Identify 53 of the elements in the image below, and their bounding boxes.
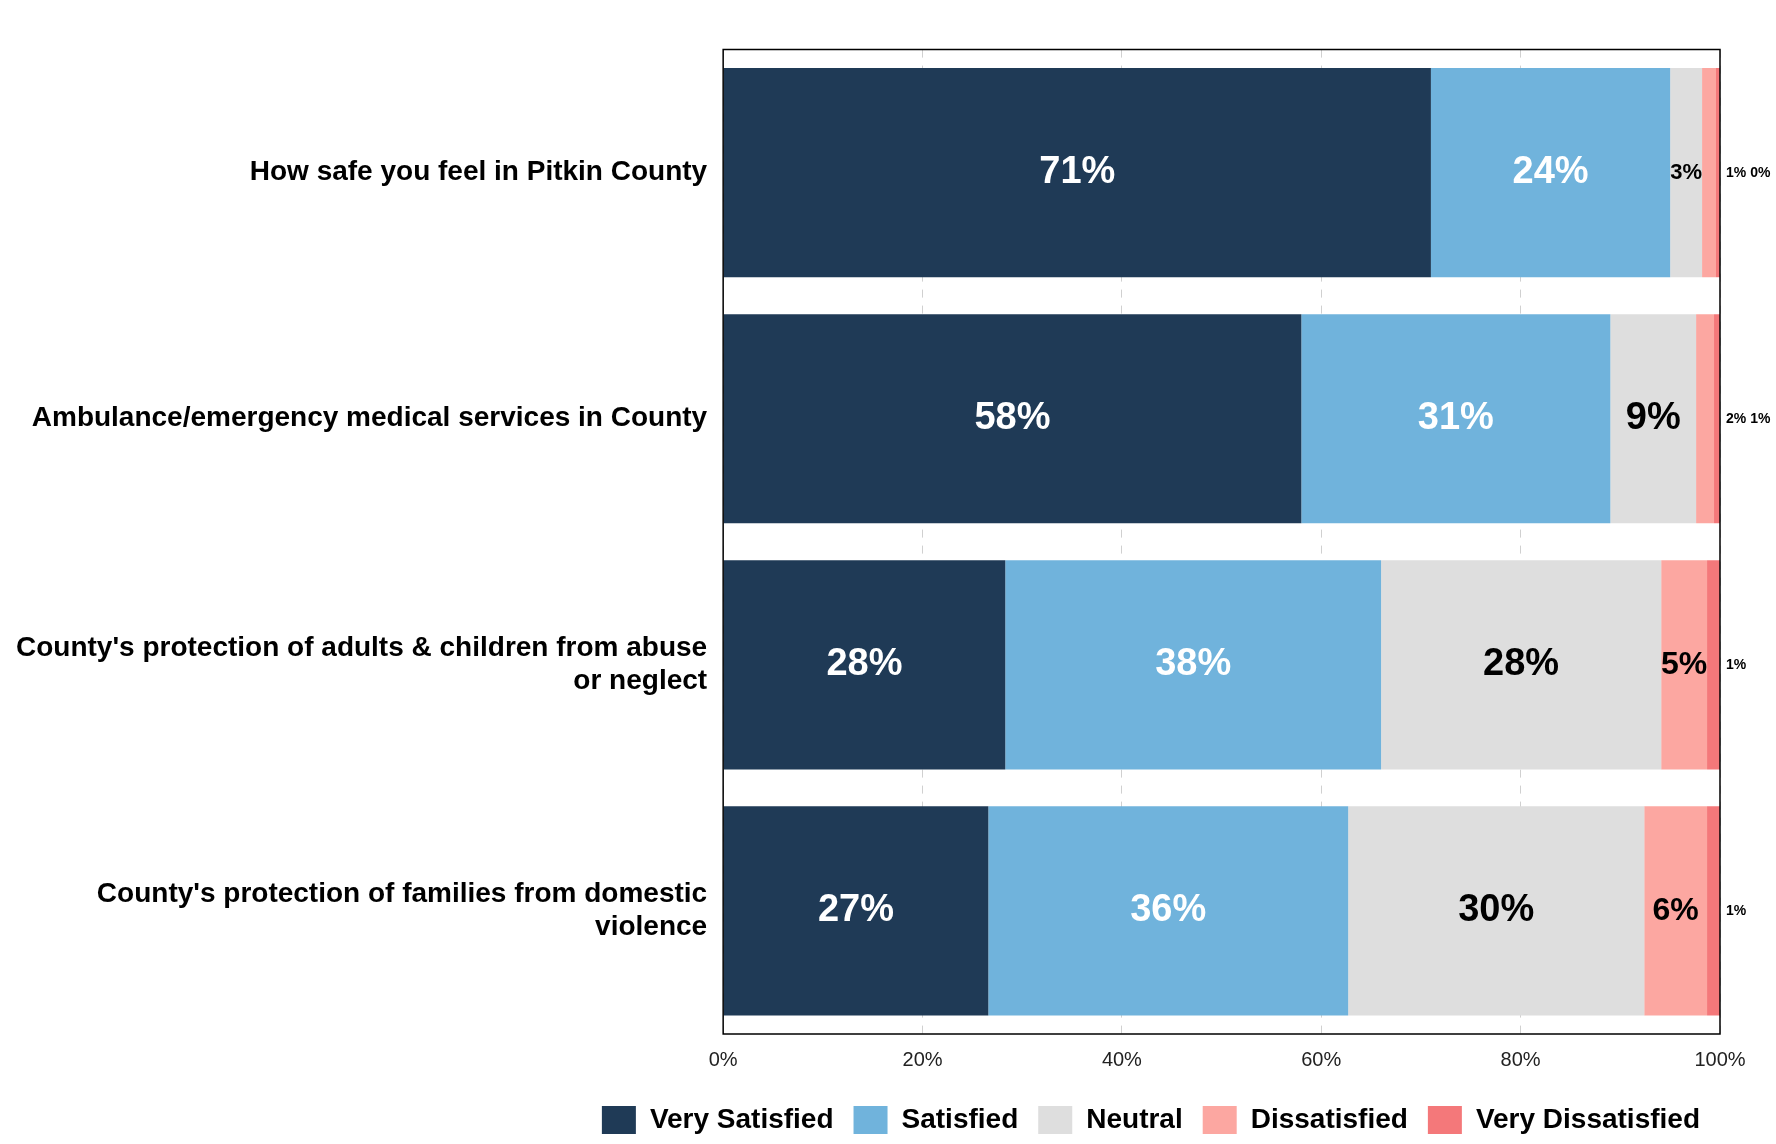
legend-label: Dissatisfied [1250, 1102, 1408, 1134]
bar [1348, 806, 1645, 1016]
data-label: 9% [1625, 395, 1681, 438]
data-label: 28% [826, 641, 903, 684]
legend-label: Neutral [1086, 1102, 1183, 1134]
bar [1702, 68, 1717, 278]
bar [723, 68, 1431, 278]
data-label: 36% [1130, 887, 1207, 930]
data-label: 71% [1039, 149, 1116, 192]
bar [723, 560, 1006, 770]
data-label: 2% [1726, 409, 1747, 426]
data-label: 3% [1670, 158, 1703, 184]
bar [1005, 560, 1382, 770]
bar [1381, 560, 1662, 770]
data-label: 1% [1726, 901, 1747, 918]
data-label: 27% [817, 887, 895, 930]
bar [723, 806, 989, 1016]
data-label: 24% [1512, 149, 1589, 192]
y-tick-label: Ambulance/emergency medical services in County [31, 401, 708, 433]
x-tick-label: 20% [902, 1047, 943, 1070]
data-label: 0% [1750, 163, 1772, 180]
data-label: 1% [1726, 655, 1747, 672]
bar [1430, 68, 1671, 278]
x-tick-label: 0% [708, 1047, 738, 1070]
data-label: 30% [1458, 887, 1535, 930]
data-label: 28% [1483, 641, 1560, 684]
x-tick-label: 80% [1500, 1047, 1541, 1070]
y-tick-label: How safe you feel in Pitkin County [249, 155, 708, 187]
bar [988, 806, 1349, 1016]
bar [1661, 560, 1708, 770]
data-label: 1% [1726, 163, 1747, 180]
data-label: 5% [1660, 644, 1708, 681]
legend-label: Satisfied [901, 1102, 1019, 1134]
legend-label: Very Satisfied [649, 1102, 834, 1134]
bar [1707, 806, 1720, 1016]
bar [1707, 560, 1720, 770]
bar [1644, 806, 1708, 1016]
data-label: 38% [1155, 641, 1232, 684]
bar [1301, 314, 1611, 524]
data-label: 1% [1750, 409, 1772, 426]
bar [1696, 314, 1715, 524]
legend-label: Very Dissatisfied [1475, 1102, 1700, 1134]
data-label: 6% [1652, 890, 1699, 927]
y-tick-label: County's protection of families from domestic violence [96, 876, 708, 942]
x-tick-label: 100% [1694, 1047, 1746, 1070]
data-label: 58% [974, 395, 1051, 438]
data-label: 31% [1417, 395, 1494, 438]
bar [1610, 314, 1697, 524]
bar [1670, 68, 1703, 278]
bar [723, 314, 1302, 524]
y-tick-label: County's protection of adults & children from abuse or neglect [16, 630, 708, 696]
x-tick-label: 40% [1101, 1047, 1143, 1070]
x-tick-label: 60% [1301, 1047, 1342, 1070]
